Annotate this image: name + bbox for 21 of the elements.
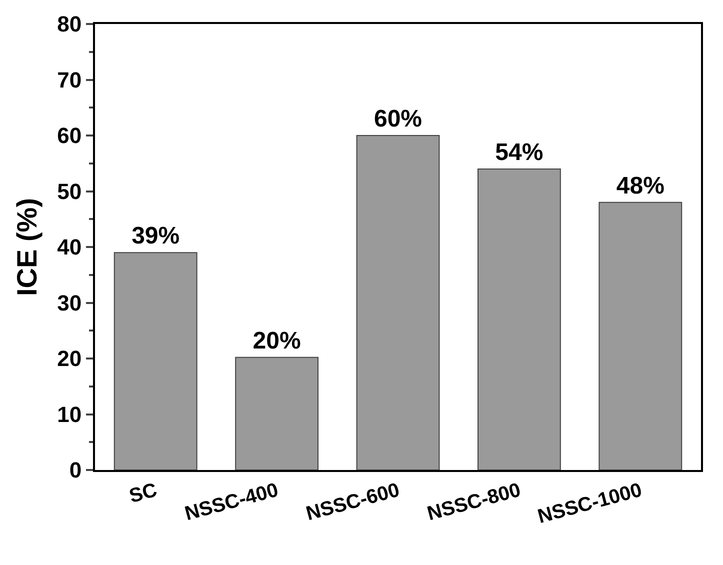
y-tick-label: 10 [57, 402, 82, 427]
y-tick-label: 0 [69, 458, 82, 483]
data-label: 20% [252, 327, 301, 354]
y-axis-title: ICE (%) [11, 198, 42, 296]
bar [114, 252, 198, 470]
bar [235, 356, 319, 470]
data-label: 39% [132, 222, 180, 250]
bar [598, 202, 682, 470]
data-label: 48% [616, 172, 664, 200]
y-tick-label: 50 [57, 178, 82, 204]
data-label: 60% [374, 106, 422, 132]
y-tick-label: 30 [57, 290, 82, 316]
data-label: 54% [495, 138, 544, 166]
y-tick-label: 40 [57, 234, 82, 260]
y-tick-label: 70 [57, 67, 82, 92]
bar [356, 135, 440, 470]
bar [477, 168, 561, 470]
x-tick-label: SC [126, 479, 160, 508]
y-tick-label: 80 [57, 12, 82, 37]
y-tick-label: 20 [57, 346, 82, 372]
y-tick-label: 60 [57, 123, 82, 148]
